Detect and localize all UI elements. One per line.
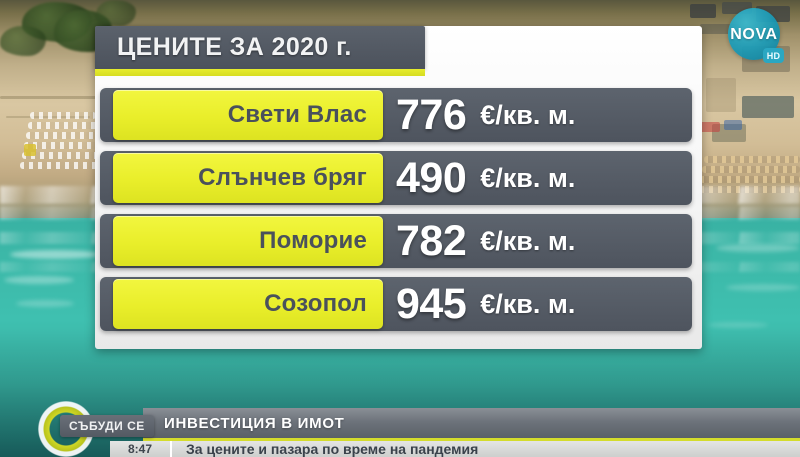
table-row: Поморие 782 €/кв. м. <box>100 214 692 268</box>
header-accent-underline <box>95 69 425 76</box>
building-block <box>690 4 716 18</box>
price-value-group: 490 €/кв. м. <box>396 151 575 205</box>
subtitle-text: За цените и пазара по време на пандемия <box>186 441 479 457</box>
hd-badge: HD <box>763 48 784 63</box>
umbrella-row <box>28 122 98 129</box>
headline-accent-underline <box>143 438 800 441</box>
price-unit: €/кв. м. <box>480 162 576 193</box>
wave-crest <box>708 322 768 328</box>
table-row: Свети Влас 776 €/кв. м. <box>100 88 692 142</box>
wave-crest <box>716 244 800 252</box>
infographic-header: ЦЕНИТЕ ЗА 2020 г. <box>95 26 425 69</box>
umbrella-row <box>704 156 800 163</box>
table-row: Слънчев бряг 490 €/кв. м. <box>100 151 692 205</box>
umbrella-row <box>30 112 96 119</box>
path-line <box>0 96 96 99</box>
price-value-group: 776 €/кв. м. <box>396 88 575 142</box>
location-label: Поморие <box>259 227 367 254</box>
lower-third-ticker: ИНВЕСТИЦИЯ В ИМОТ 8:47 За цените и пазар… <box>0 395 800 457</box>
wave-crest <box>726 284 800 291</box>
price-unit: €/кв. м. <box>480 288 576 319</box>
umbrella-row <box>22 152 98 159</box>
umbrella-row <box>700 176 800 183</box>
beach-structure <box>700 122 720 132</box>
infographic-title: ЦЕНИТЕ ЗА 2020 г. <box>117 33 352 61</box>
price-number: 782 <box>396 216 467 265</box>
location-label: Слънчев бряг <box>198 164 367 191</box>
vegetation-patch <box>96 0 136 26</box>
wave-crest <box>10 250 100 259</box>
umbrella-row <box>26 132 98 139</box>
building-block <box>700 24 740 34</box>
table-row: Созопол 945 €/кв. м. <box>100 277 692 331</box>
price-value-group: 782 €/кв. м. <box>396 214 575 268</box>
wave-crest <box>16 300 74 307</box>
price-number: 776 <box>396 90 467 139</box>
umbrella-row <box>24 142 98 149</box>
logo-wordmark: NOVA <box>730 26 778 43</box>
price-unit: €/кв. м. <box>480 99 576 130</box>
yellow-canopy <box>24 144 36 156</box>
location-label: Созопол <box>264 290 367 317</box>
show-name-text: СЪБУДИ СЕ <box>69 419 145 433</box>
umbrella-row <box>20 162 98 169</box>
clock-time: 8:47 <box>110 441 172 457</box>
building-block <box>706 78 736 112</box>
building-block <box>742 96 794 118</box>
nova-channel-logo: NOVA HD <box>726 8 786 68</box>
umbrella-row <box>702 166 800 173</box>
location-tag: Поморие <box>113 216 383 266</box>
headline-text: ИНВЕСТИЦИЯ В ИМОТ <box>164 414 345 432</box>
location-label: Свети Влас <box>227 101 367 128</box>
location-tag: Созопол <box>113 279 383 329</box>
headline-bar: ИНВЕСТИЦИЯ В ИМОТ <box>143 408 800 438</box>
price-number: 490 <box>396 153 467 202</box>
beach-structure <box>724 120 742 130</box>
wave-crest <box>4 276 74 284</box>
subtitle-bar: 8:47 За цените и пазара по време на панд… <box>110 441 800 457</box>
price-unit: €/кв. м. <box>480 225 576 256</box>
price-value-group: 945 €/кв. м. <box>396 277 575 331</box>
vegetation-patch <box>0 26 46 56</box>
show-name-badge: СЪБУДИ СЕ <box>60 415 154 437</box>
location-tag: Слънчев бряг <box>113 153 383 203</box>
location-tag: Свети Влас <box>113 90 383 140</box>
price-number: 945 <box>396 279 467 328</box>
